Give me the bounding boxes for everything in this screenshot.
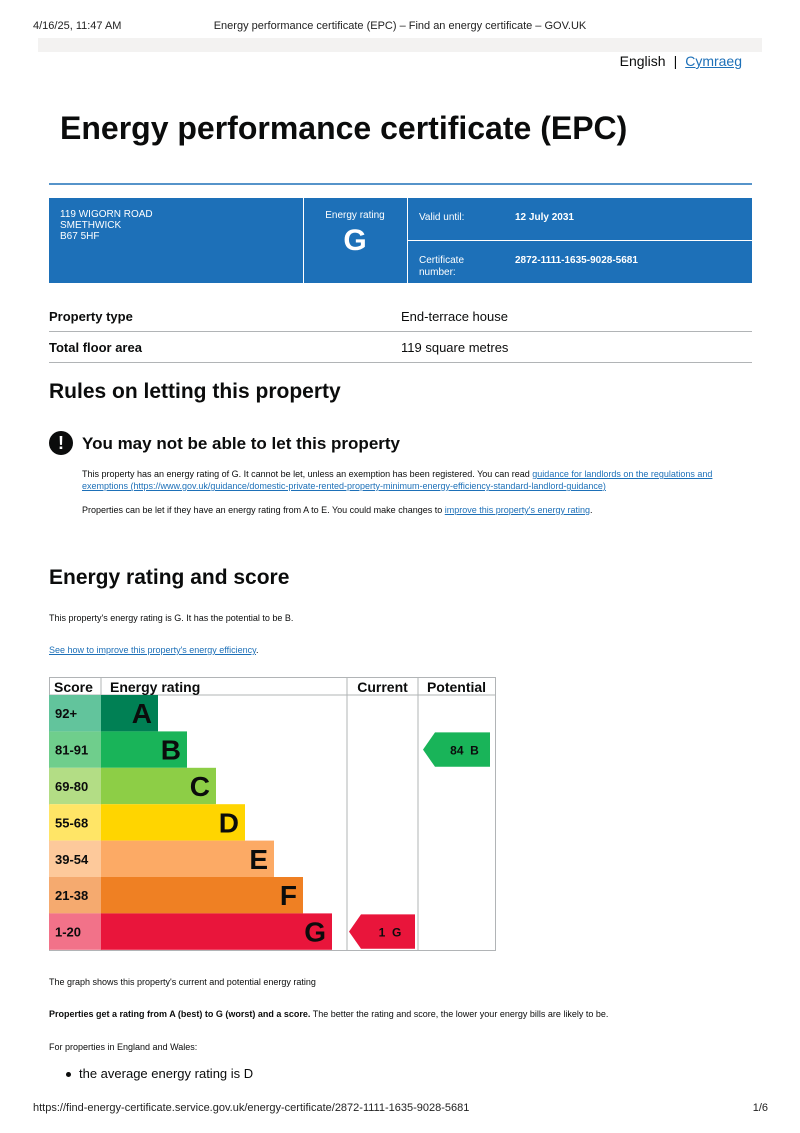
list-item: the average energy rating is D <box>66 1066 253 1081</box>
language-current: English <box>619 53 666 69</box>
address-line-1: 119 WIGORN ROAD <box>60 209 153 220</box>
band-bar-f <box>101 877 303 914</box>
letting-text-2: Properties can be let if they have an en… <box>82 505 443 515</box>
summary-value: 119 square metres <box>401 340 509 355</box>
band-score-label: 1-20 <box>55 925 81 940</box>
summary-key: Total floor area <box>49 340 142 355</box>
band-letter-b: B <box>161 735 181 766</box>
letting-heading: Rules on letting this property <box>49 380 341 403</box>
band-score-cell <box>49 731 101 768</box>
improve-rating-link[interactable]: improve this property's energy rating <box>444 505 591 515</box>
title-divider <box>49 183 752 185</box>
warning-icon: ! <box>49 431 73 455</box>
certificate-number-label: Certificate number: <box>419 255 465 278</box>
chart-header-score: Score <box>54 679 93 695</box>
band-score-cell <box>49 877 101 914</box>
certificate-number-value: 2872-1111-1635-9028-5681 <box>515 255 638 266</box>
header-bar <box>38 38 762 52</box>
potential-rating-marker-label: 84 B <box>450 744 479 758</box>
bullet-dot <box>66 1072 71 1078</box>
chart-header-current: Current <box>357 679 408 695</box>
band-score-label: 55-68 <box>55 815 88 830</box>
band-letter-f: F <box>280 880 297 911</box>
current-rating-marker-label: 1 G <box>379 926 402 940</box>
energy-heading: Energy rating and score <box>49 566 290 589</box>
language-switcher: English | Cymraeg <box>620 53 742 69</box>
energy-rating-chart: Score Energy rating Current Potential 92+ A 81… <box>49 677 497 957</box>
current-rating-marker <box>349 914 415 949</box>
band-letter-a: A <box>132 698 152 729</box>
band-letter-e: E <box>249 844 268 875</box>
band-bar-c <box>101 767 216 805</box>
chart-header-potential: Potential <box>427 679 486 695</box>
rating-explainer-rest: The better the rating and score, the low… <box>310 1009 609 1019</box>
box-divider-3 <box>407 240 752 241</box>
list-item-text: the average energy rating is D <box>79 1066 254 1081</box>
address-line-3: B67 5HF <box>60 231 100 242</box>
summary-row-property-type: Property type End-terrace house <box>49 301 752 332</box>
page-title: Energy performance certificate (EPC) <box>60 110 628 146</box>
band-bar-d <box>101 804 245 841</box>
graph-note: The graph shows this property's current … <box>49 977 316 987</box>
band-letter-c: C <box>190 771 210 802</box>
band-bar-g <box>101 913 332 950</box>
energy-rating-value: G <box>343 224 367 257</box>
energy-intro: This property's energy rating is G. It h… <box>49 613 294 623</box>
improve-efficiency-link[interactable]: See how to improve this property's energ… <box>49 645 256 655</box>
landlord-guidance-link[interactable]: guidance for landlords on the regulation… <box>82 469 713 491</box>
box-divider-1 <box>303 198 304 283</box>
band-score-label: 81-91 <box>55 743 88 758</box>
band-bar-a <box>101 695 158 732</box>
summary-value: End-terrace house <box>401 309 508 324</box>
region-note: For properties in England and Wales: <box>49 1042 198 1052</box>
summary-key: Property type <box>49 309 133 324</box>
property-address: 119 WIGORN ROAD SMETHWICK B67 5HF <box>60 209 153 242</box>
letting-paragraph-2: Properties can be let if they have an en… <box>82 504 752 516</box>
valid-until-label: Valid until: <box>419 212 465 223</box>
band-score-label: 39-54 <box>55 852 89 867</box>
energy-rating-graph: Score Energy rating Current Potential 92+ A 81… <box>49 677 496 951</box>
print-page-title: Energy performance certificate (EPC) – F… <box>213 20 587 32</box>
energy-rating-label: Energy rating <box>325 210 385 221</box>
language-cymraeg-link[interactable]: Cymraeg <box>685 53 742 69</box>
band-score-cell <box>49 695 101 732</box>
band-bar-e <box>101 840 274 877</box>
print-page-number: 1/6 <box>752 1102 768 1114</box>
letting-text-2-end: . <box>590 505 593 515</box>
band-score-cell <box>49 913 101 950</box>
valid-until-value: 12 July 2031 <box>515 212 574 223</box>
band-letter-d: D <box>219 807 239 838</box>
band-score-label: 69-80 <box>55 779 88 794</box>
warning-title: You may not be able to let this property <box>82 434 401 453</box>
letting-text-1: This property has an energy rating of G.… <box>82 469 530 479</box>
rating-explainer-bold: Properties get a rating from A (best) to… <box>49 1009 311 1019</box>
band-score-label: 92+ <box>55 706 77 721</box>
rating-explainer: Properties get a rating from A (best) to… <box>49 1008 759 1020</box>
improve-efficiency-line: See how to improve this property's energ… <box>49 644 259 656</box>
band-score-cell <box>49 840 101 877</box>
band-score-cell <box>49 804 101 841</box>
letting-paragraph-1: This property has an energy rating of G.… <box>82 468 752 492</box>
band-bar-b <box>101 731 187 768</box>
potential-rating-marker <box>423 732 490 767</box>
band-letter-g: G <box>304 917 326 948</box>
summary-row-floor-area: Total floor area 119 square metres <box>49 332 752 363</box>
improve-efficiency-end: . <box>256 645 259 655</box>
chart-header-rating: Energy rating <box>110 679 200 695</box>
epc-summary-box: 119 WIGORN ROAD SMETHWICK B67 5HF Energy… <box>49 198 752 283</box>
band-score-cell <box>49 767 101 805</box>
band-score-label: 21-38 <box>55 888 88 903</box>
language-divider: | <box>673 53 678 69</box>
print-datetime: 4/16/25, 11:47 AM <box>33 20 122 32</box>
print-url: https://find-energy-certificate.service.… <box>33 1102 470 1114</box>
address-line-2: SMETHWICK <box>60 220 122 231</box>
